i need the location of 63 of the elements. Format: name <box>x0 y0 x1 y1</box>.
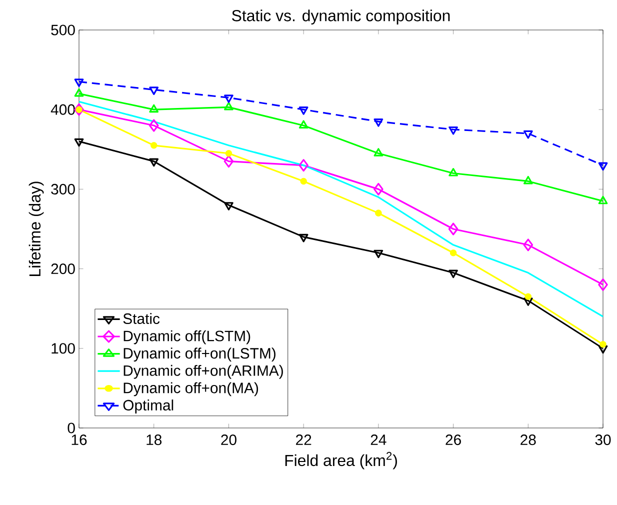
point <box>298 234 308 242</box>
point <box>448 270 458 278</box>
x-tick-label: 28 <box>520 434 536 446</box>
x-tick-label: 20 <box>221 434 236 446</box>
point <box>375 210 382 216</box>
y-tick-label: 0 <box>68 422 75 434</box>
y-tick-label: 200 <box>51 263 75 274</box>
legend-label: Dynamic off+on(MA) <box>124 382 258 396</box>
point <box>149 104 159 113</box>
point <box>74 103 84 116</box>
legend-label: Dynamic off+on(LSTM) <box>124 348 276 362</box>
y-tick-label: 400 <box>50 104 75 115</box>
point <box>225 150 232 157</box>
point <box>598 196 608 204</box>
point <box>448 222 458 236</box>
chart-title: Static vs. dynamic composition <box>232 10 450 24</box>
point <box>300 178 307 185</box>
x-tick-label: 26 <box>446 434 461 446</box>
point <box>224 102 234 110</box>
x-tick-label: 24 <box>370 434 386 445</box>
x-tick-label: 16 <box>72 434 87 446</box>
point <box>76 106 82 113</box>
point <box>450 249 457 256</box>
y-tick-label: 100 <box>52 343 75 354</box>
point <box>150 142 158 149</box>
point <box>224 155 234 168</box>
point <box>374 148 384 156</box>
legend-label: Static <box>123 313 160 324</box>
point <box>523 176 533 184</box>
point <box>149 158 159 167</box>
point <box>74 88 84 97</box>
point <box>298 120 308 129</box>
y-tick-label: 500 <box>51 24 75 36</box>
point <box>298 159 308 172</box>
point <box>523 298 533 306</box>
point <box>448 126 458 135</box>
point <box>374 250 384 258</box>
legend-label: Dynamic off+on(ARIMA) <box>124 364 283 379</box>
point <box>74 138 84 147</box>
x-tick-label: 22 <box>296 434 312 445</box>
legend-label: Dynamic off(LSTM) <box>124 330 250 344</box>
legend-label: Optimal <box>123 400 174 414</box>
point <box>448 168 458 176</box>
point <box>298 106 308 115</box>
point <box>374 118 384 127</box>
point <box>598 162 608 171</box>
point <box>148 119 159 132</box>
point <box>149 86 159 95</box>
point <box>600 341 606 348</box>
point <box>523 130 533 139</box>
point <box>374 182 384 196</box>
point <box>224 94 234 103</box>
x-axis-title: Field area (km$^{2}$) <box>285 452 397 470</box>
point <box>224 202 234 210</box>
y-tick-label: 300 <box>51 184 75 194</box>
point <box>74 78 84 88</box>
x-tick-label: 18 <box>146 434 162 446</box>
point <box>523 238 534 252</box>
y-axis-title: Lifetime (day) <box>28 182 44 276</box>
point <box>598 345 608 354</box>
x-tick-label: 30 <box>595 434 611 446</box>
point <box>598 278 608 291</box>
point <box>524 293 532 300</box>
